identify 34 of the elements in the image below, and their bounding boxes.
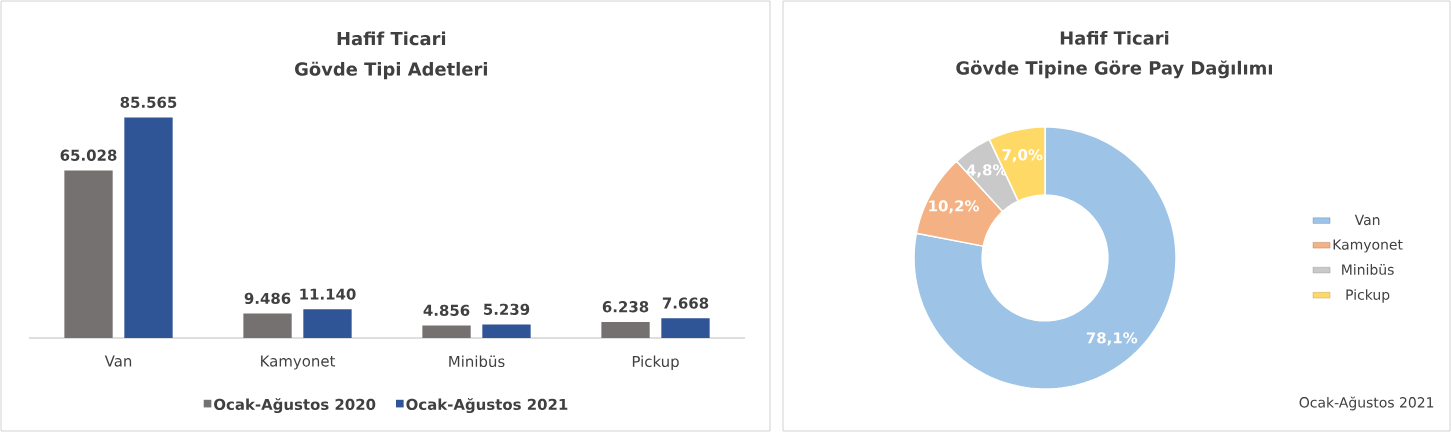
bar	[482, 324, 531, 338]
data-label: 78,1%	[1086, 332, 1138, 346]
data-label: 85.565	[120, 96, 177, 108]
bar	[124, 117, 173, 338]
legend-label: Pickup	[1346, 289, 1390, 303]
data-label: 10,2%	[929, 200, 980, 214]
legend-label: Ocak-Ağustos 2020	[214, 398, 376, 414]
bar	[422, 325, 471, 338]
bar	[243, 313, 292, 338]
data-label: 4.856	[423, 304, 470, 316]
legend-label: Kamyonet	[1333, 239, 1403, 253]
chart-subtitle: Gövde Tipi Adetleri	[295, 61, 487, 80]
chart-title: Hafif Ticari	[337, 31, 446, 46]
bar	[64, 170, 113, 338]
data-label: 7.668	[662, 297, 709, 309]
data-label: 5.239	[484, 303, 530, 315]
bar	[303, 309, 352, 338]
data-label: 11.140	[300, 288, 356, 300]
chart-subtitle: Gövde Tipine Göre Pay Dağılımı	[956, 60, 1272, 79]
x-tick-label: Van	[104, 355, 132, 367]
bar	[661, 318, 710, 338]
legend-label: Ocak-Ağustos 2021	[406, 398, 568, 414]
legend-label: Van	[1354, 214, 1380, 226]
data-label: 6.238	[602, 301, 649, 313]
data-label: 65.028	[60, 149, 117, 161]
data-label: 9.486	[244, 292, 291, 305]
data-label: 7,0%	[1002, 149, 1043, 163]
bar	[601, 321, 650, 338]
x-tick-label: Minibüs	[449, 355, 505, 368]
text: Ocak-Ağustos 2021	[1299, 396, 1434, 411]
legend-label: Minibüs	[1342, 264, 1394, 275]
x-tick-label: Kamyonet	[261, 355, 336, 370]
x-tick-label: Pickup	[632, 355, 679, 370]
chart-title: Hafif Ticari	[1060, 30, 1169, 45]
